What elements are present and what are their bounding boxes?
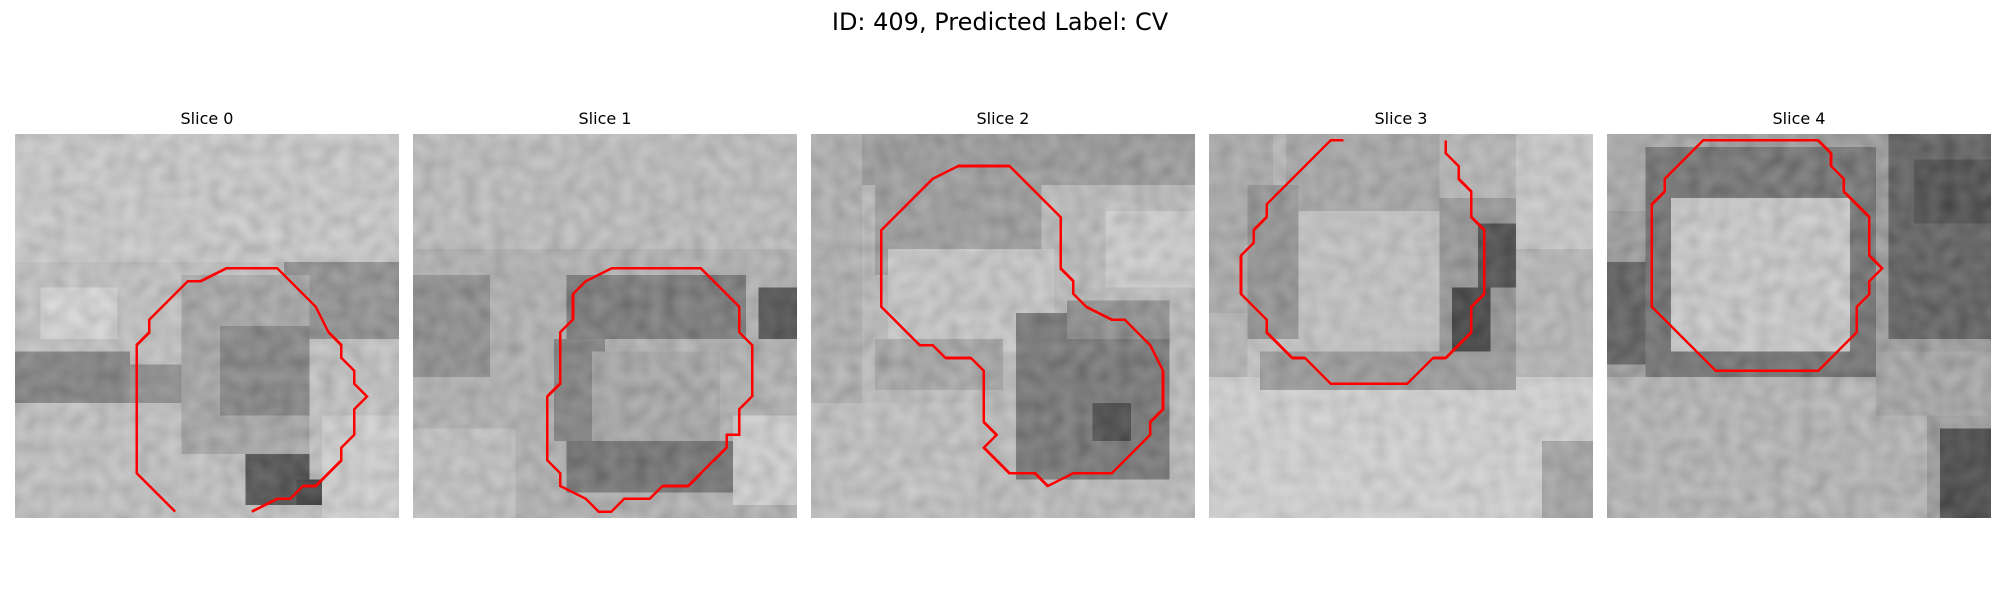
figure-title: ID: 409, Predicted Label: CV: [831, 8, 1169, 36]
slice-image-0: [15, 134, 399, 518]
slice-title-2: Slice 2: [976, 109, 1030, 128]
slice-title-1: Slice 1: [578, 109, 632, 128]
slice-image-4: [1607, 134, 1991, 518]
slice-title-3: Slice 3: [1374, 109, 1428, 128]
slice-title-4: Slice 4: [1772, 109, 1826, 128]
contour-line: [546, 267, 754, 513]
slice-image-1: [413, 134, 797, 518]
contour-line: [1650, 139, 1884, 373]
contour-line: [880, 164, 1165, 488]
slice-image-3: [1209, 134, 1593, 518]
slice-image-2: [811, 134, 1195, 518]
slice-title-0: Slice 0: [180, 109, 234, 128]
contour-line: [1239, 139, 1486, 385]
contour-line: [135, 267, 369, 513]
